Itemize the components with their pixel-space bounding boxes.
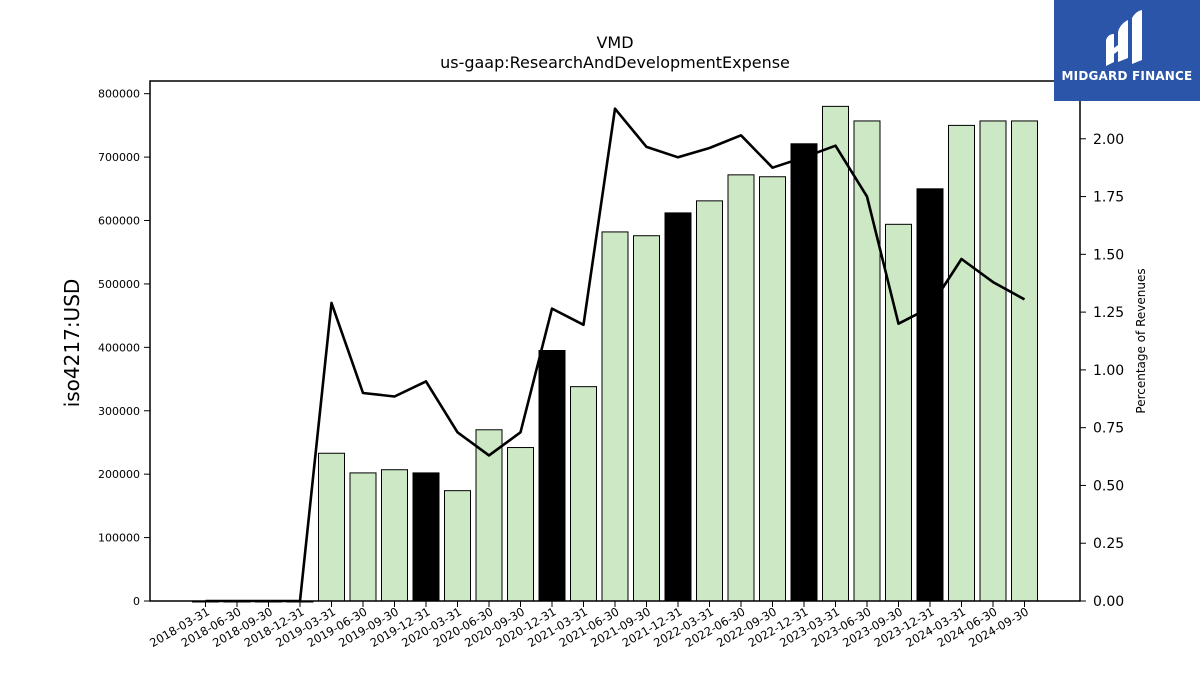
bar	[601, 231, 629, 602]
y-tick-label: 300000	[98, 405, 140, 418]
y-tick-label: 400000	[98, 341, 140, 354]
brand-name: MIDGARD FINANCE	[1061, 69, 1193, 83]
bar	[885, 223, 912, 602]
bar	[412, 472, 440, 602]
bar	[349, 472, 377, 602]
y-tick-label: 800000	[98, 88, 140, 101]
y2-tick-label: 0.00	[1093, 594, 1124, 610]
bar	[633, 235, 660, 602]
brand-logo: MIDGARD FINANCE	[1054, 0, 1200, 101]
y-tick-label: 0	[133, 595, 140, 608]
y2-tick-label: 1.75	[1093, 190, 1124, 206]
y2-tick-label: 1.25	[1093, 305, 1124, 321]
y2-tick-label: 0.25	[1093, 536, 1124, 552]
bar	[1011, 120, 1038, 602]
y-tick-label: 200000	[98, 468, 140, 481]
bar	[381, 469, 408, 602]
y2-tick-label: 1.50	[1093, 247, 1124, 263]
y2-tick-label: 2.00	[1093, 132, 1124, 148]
y-axis-label: iso4217:USD	[60, 279, 84, 408]
revenue-percentage-line	[205, 107, 1026, 603]
chart-subtitle: us-gaap:ResearchAndDevelopmentExpense	[440, 53, 790, 72]
chart-title: VMD	[596, 33, 633, 52]
y-tick-label: 600000	[98, 215, 140, 228]
y-tick-label: 500000	[98, 278, 140, 291]
bar	[696, 200, 723, 602]
bar	[318, 452, 345, 602]
bar	[570, 386, 597, 602]
bar	[759, 176, 786, 602]
y2-tick-label: 0.75	[1093, 421, 1124, 437]
y-axis-left: 0 100000 200000 300000 400000 500000 600000 700…	[98, 88, 150, 608]
bar-series	[192, 105, 1038, 603]
bar	[444, 490, 471, 602]
bar	[822, 105, 849, 602]
bar	[916, 188, 944, 602]
bar	[979, 120, 1007, 602]
bar	[475, 429, 503, 602]
y-tick-label: 700000	[98, 151, 140, 164]
x-axis: 2018-03-312018-06-302018-09-302018-12-31…	[147, 601, 1031, 650]
bar	[507, 447, 534, 602]
bar	[948, 124, 975, 602]
y-tick-label: 100000	[98, 532, 140, 545]
midgard-logo-icon	[1106, 10, 1142, 66]
y2-axis-label: Percentage of Revenues	[1134, 268, 1148, 413]
bar	[727, 174, 755, 602]
bar	[664, 212, 692, 602]
y2-tick-label: 1.00	[1093, 363, 1124, 379]
bar	[790, 143, 818, 602]
y-axis-right: 0.00 0.25 0.50 0.75 1.00 1.25 1.50 1.75 2.00	[1080, 132, 1124, 610]
bar	[853, 120, 881, 602]
y2-tick-label: 0.50	[1093, 478, 1124, 494]
bar	[538, 350, 566, 602]
